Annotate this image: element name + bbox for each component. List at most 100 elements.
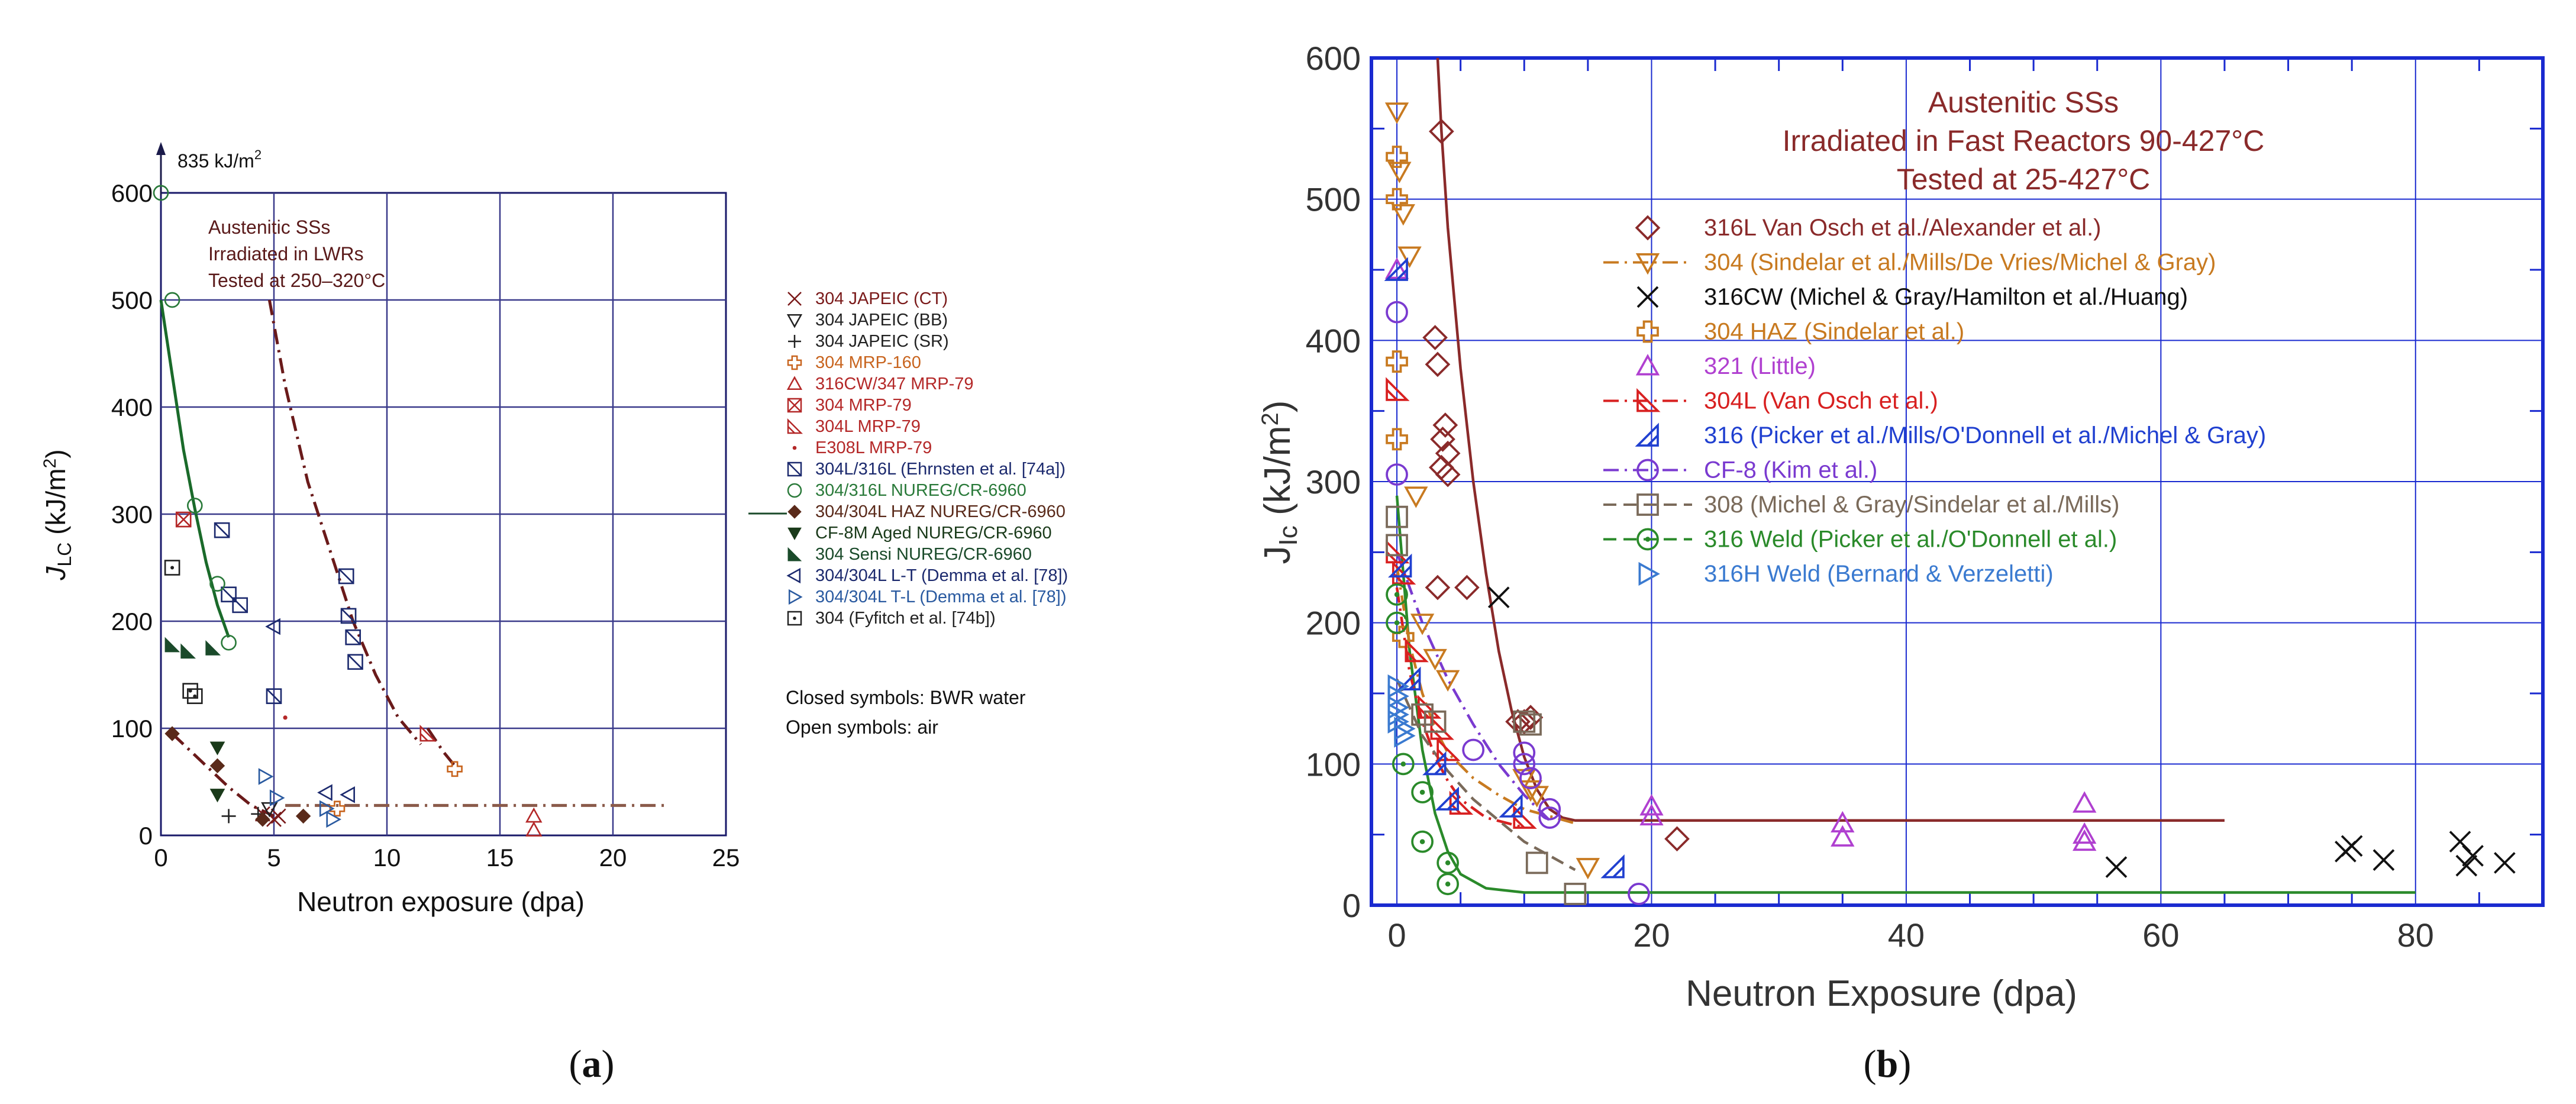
- panel-a-point: [347, 654, 363, 670]
- panel-b-point: [1518, 780, 1543, 802]
- panel-b-legend-marker: [1636, 493, 1659, 516]
- panel-a-y-tick-label: 0: [139, 822, 153, 850]
- panel-a-legend-marker: [786, 376, 803, 390]
- panel-a-legend-label: 304L MRP-79: [815, 417, 921, 436]
- panel-a-offscale-arrowhead: [156, 142, 166, 155]
- panel-a-point: [525, 821, 543, 837]
- panel-a-note-open: Open symbols: air: [786, 716, 938, 738]
- panel-b-point: [1564, 883, 1587, 905]
- panel-b-point: [1411, 703, 1434, 726]
- panel-a-point: [164, 560, 180, 576]
- panel-a-trend-curves: [159, 299, 670, 818]
- panel-a-legend-label: 304/304L T-L (Demma et al. [78]): [815, 587, 1066, 606]
- panel-a-x-tick-label: 15: [486, 844, 514, 871]
- panel-b-legend-label: 316 (Picker et al./Mills/O'Donnell et al…: [1704, 422, 2266, 448]
- panel-b-point: [1425, 574, 1451, 601]
- panel-b-x-tick-label: 0: [1387, 916, 1406, 954]
- panel-b-y-tick-label: 200: [1306, 605, 1361, 642]
- panel-b-legend-marker: [1635, 215, 1661, 241]
- panel-a-legend-label: 304/304L L-T (Demma et al. [78]): [815, 566, 1068, 585]
- panel-a-point: [209, 741, 225, 756]
- panel-a-legend-marker: [787, 527, 802, 541]
- panel-a-point: [209, 789, 225, 803]
- panel-a-legend-label: 304 JAPEIC (CT): [815, 289, 948, 308]
- panel-a-point: [270, 808, 286, 824]
- panel-b-fit-308-fit: [1395, 679, 1576, 871]
- panel-a-point: [221, 809, 236, 824]
- panel-a-x-axis-label: Neutron exposure (dpa): [297, 886, 585, 917]
- panel-b-legend-marker: [1636, 528, 1659, 551]
- panel-a-curve-nureg-trend: [159, 299, 230, 638]
- panel-a-point: [205, 640, 221, 656]
- panel-a-x-tick-label: 10: [373, 844, 401, 871]
- panel-b-point: [1429, 118, 1454, 144]
- panel-b-legend: 316L Van Osch et al./Alexander et al.) 30…: [1603, 215, 2266, 587]
- panel-b-legend-label: 308 (Michel & Gray/Sindelar et al./Mills…: [1704, 492, 2119, 518]
- panel-b-x-tick-label: 80: [2397, 916, 2434, 954]
- panel-a-legend-marker: [787, 547, 802, 561]
- panel-a-point: [338, 568, 354, 585]
- panel-b-legend-label: 316H Weld (Bernard & Verzeletti): [1704, 561, 2054, 587]
- panel-a-legend-marker: [787, 418, 803, 434]
- panel-b-point: [1404, 486, 1428, 508]
- panel-a-point: [329, 800, 346, 817]
- panel-b-x-tick-label: 60: [2142, 916, 2179, 954]
- panel-b-title-line3: Tested at 25-427°C: [1897, 163, 2151, 196]
- panel-b-point: [1600, 854, 1625, 879]
- panel-b-legend-label: 321 (Little): [1704, 353, 1816, 379]
- panel-a-point: [266, 688, 282, 705]
- panel-b-legend-marker: [1636, 320, 1659, 343]
- panel-b-point: [1411, 781, 1434, 803]
- panel-b-point: [1410, 614, 1435, 635]
- panel-a-x-tick-label: 5: [267, 844, 280, 871]
- panel-b-point: [1423, 648, 1447, 671]
- panel-a-annotation-line1: Austenitic SSs: [208, 217, 330, 238]
- panel-a-point: [186, 498, 203, 514]
- panel-a-legend: 304 JAPEIC (CT) 304 JAPEIC (BB) 304 JAPEIC…: [786, 289, 1068, 628]
- panel-a-point: [447, 761, 463, 777]
- panel-b-legend-label: 304 (Sindelar et al./Mills/De Vries/Mich…: [1704, 250, 2216, 276]
- panel-b-title-line1: Austenitic SSs: [1928, 86, 2119, 119]
- panel-b-point: [1628, 883, 1650, 905]
- panel-a-annotation-line2: Irradiated in LWRs: [208, 243, 364, 264]
- panel-b-y-axis-label: JIc (kJ/m2): [1257, 401, 1303, 564]
- panel-a-point: [269, 789, 285, 806]
- panel-a-legend-label: 304 MRP-79: [815, 396, 912, 415]
- panel-b-point: [1576, 858, 1600, 880]
- panel-b-legend-label: 316 Weld (Picker et al./O'Donnell et al.…: [1704, 527, 2117, 553]
- panel-b-point: [1519, 713, 1542, 736]
- panel-b-point: [1487, 586, 1510, 609]
- panel-a-point: [326, 811, 342, 828]
- panel-b-point: [1422, 751, 1447, 776]
- panel-b-point: [1386, 146, 1408, 168]
- panel-a-point: [283, 715, 288, 720]
- panel-a-legend-marker: [787, 355, 802, 370]
- panel-b-point: [1387, 162, 1412, 183]
- panel-b-point: [1831, 825, 1855, 847]
- panel-a-offscale-label: 835 kJ/m2: [177, 147, 262, 172]
- panel-a-point: [340, 786, 355, 803]
- panel-a-y-axis-label: JLC (kJ/m2): [40, 449, 75, 580]
- panel-a-legend-label: 304/304L HAZ NUREG/CR-6960: [815, 502, 1066, 521]
- panel-b-point: [2073, 822, 2097, 844]
- panel-b-point: [1422, 325, 1448, 350]
- panel-a-x-tick-label: 0: [154, 844, 167, 871]
- panel-b-point: [1454, 574, 1480, 601]
- panel-a-annotation-line3: Tested at 250–320°C: [208, 270, 385, 291]
- panel-a-point: [419, 724, 437, 742]
- panel-b-y-tick-label: 400: [1306, 322, 1361, 359]
- panel-a-point: [261, 802, 278, 818]
- panel-b-legend-marker: [1636, 459, 1659, 482]
- panel-b-legend-marker: [1636, 388, 1661, 412]
- panel-b-point: [1430, 716, 1454, 740]
- panel-a-curve-mrp-trend: [426, 727, 456, 767]
- panel-b-point: [1664, 826, 1690, 852]
- panel-b-point: [1384, 102, 1409, 124]
- panel-a-point: [164, 637, 180, 653]
- panel-b-point: [2105, 856, 2128, 878]
- panel-b-point: [1513, 741, 1536, 764]
- panel-b-point: [1639, 794, 1664, 816]
- panel-a-point: [345, 629, 361, 645]
- panel-a-y-tick-label: 200: [111, 608, 153, 635]
